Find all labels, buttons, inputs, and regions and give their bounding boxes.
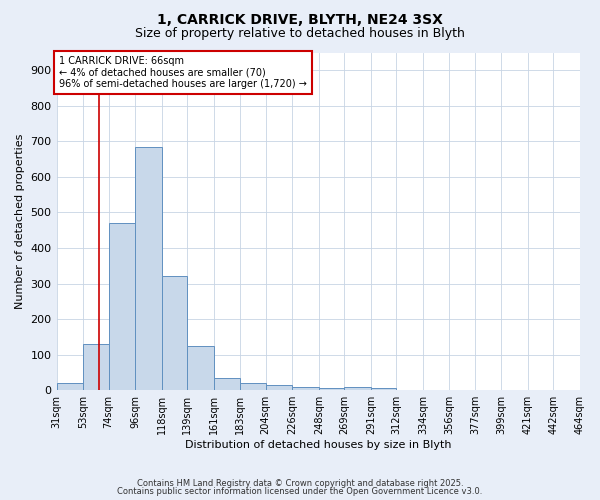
Y-axis label: Number of detached properties: Number of detached properties bbox=[15, 134, 25, 309]
Bar bbox=[319, 388, 344, 390]
Text: Size of property relative to detached houses in Blyth: Size of property relative to detached ho… bbox=[135, 28, 465, 40]
Bar bbox=[187, 346, 214, 390]
Bar bbox=[214, 378, 240, 390]
Bar bbox=[240, 383, 266, 390]
Bar bbox=[109, 223, 135, 390]
Bar bbox=[371, 388, 396, 390]
Bar bbox=[56, 383, 83, 390]
Bar bbox=[292, 386, 319, 390]
Bar bbox=[266, 385, 292, 390]
Text: Contains public sector information licensed under the Open Government Licence v3: Contains public sector information licen… bbox=[118, 487, 482, 496]
Bar bbox=[162, 276, 187, 390]
Text: Contains HM Land Registry data © Crown copyright and database right 2025.: Contains HM Land Registry data © Crown c… bbox=[137, 478, 463, 488]
Bar bbox=[344, 386, 371, 390]
Text: 1, CARRICK DRIVE, BLYTH, NE24 3SX: 1, CARRICK DRIVE, BLYTH, NE24 3SX bbox=[157, 12, 443, 26]
Text: 1 CARRICK DRIVE: 66sqm
← 4% of detached houses are smaller (70)
96% of semi-deta: 1 CARRICK DRIVE: 66sqm ← 4% of detached … bbox=[59, 56, 307, 89]
X-axis label: Distribution of detached houses by size in Blyth: Distribution of detached houses by size … bbox=[185, 440, 452, 450]
Bar bbox=[135, 146, 162, 390]
Bar bbox=[83, 344, 109, 390]
